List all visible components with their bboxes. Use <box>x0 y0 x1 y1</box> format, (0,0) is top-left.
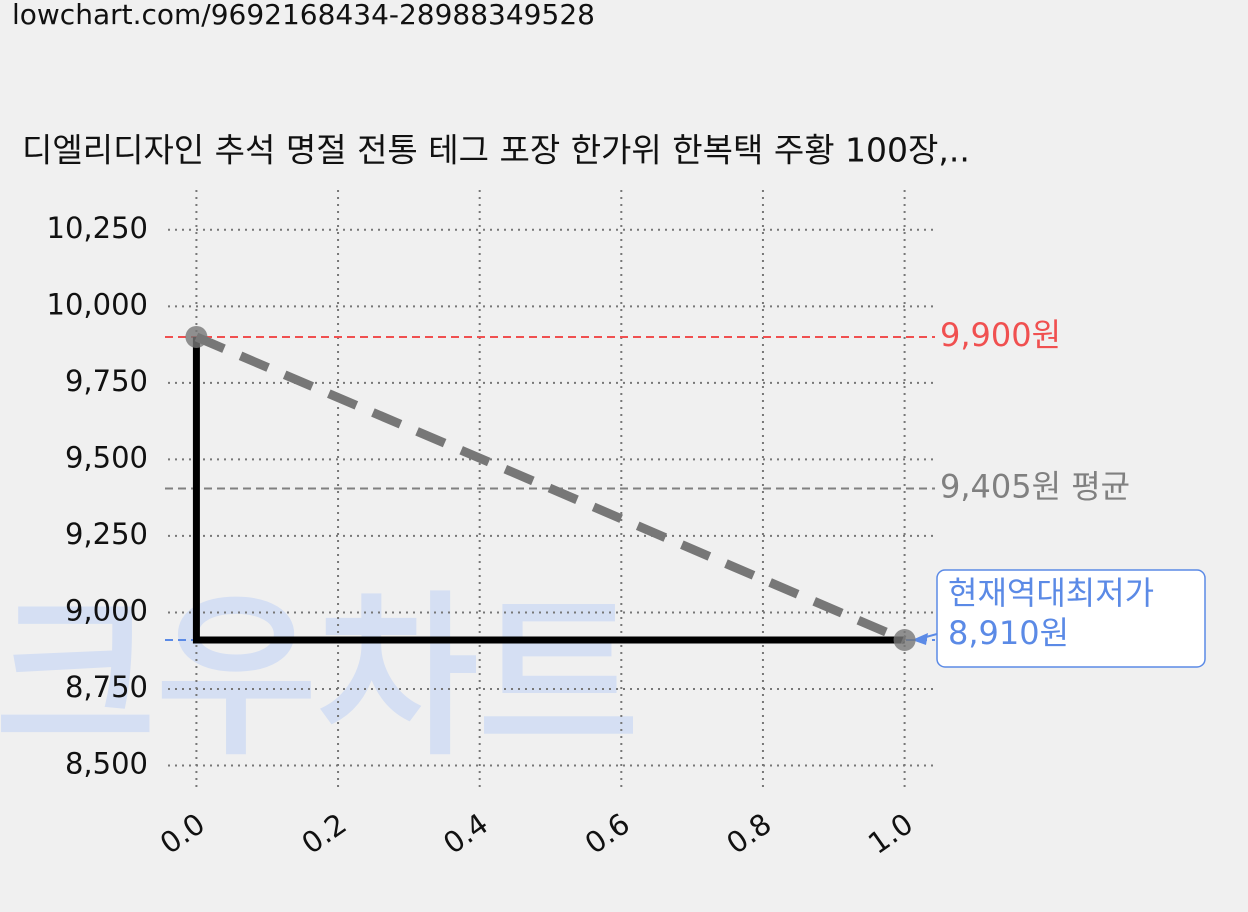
y-tick-label: 9,750 <box>65 364 148 398</box>
url: lowchart.com/9692168434-28988349528 <box>12 0 595 31</box>
y-tick-label: 10,000 <box>47 287 148 321</box>
series-line <box>192 336 905 644</box>
chart-title: 디엘리디자인 추석 명절 전통 테그 포장 한가위 한복택 주황 100장,.. <box>22 131 970 170</box>
series-line <box>194 332 907 645</box>
watermark: 크우차트 <box>0 577 639 780</box>
point-marker <box>185 325 208 348</box>
x-tick-label: 0.6 <box>579 806 636 860</box>
annotation-arrowhead <box>912 633 928 645</box>
annotation-title: 현재역대최저가 <box>948 574 1154 612</box>
x-tick-label: 0.2 <box>295 806 352 860</box>
y-tick-label: 9,250 <box>65 517 148 551</box>
reference-label: 9,900원 <box>940 316 1061 354</box>
x-tick-label: 0.8 <box>720 806 777 860</box>
annotation-value: 8,910원 <box>948 614 1069 652</box>
y-tick-label: 8,500 <box>65 747 148 781</box>
x-tick-label: 0.0 <box>154 806 211 860</box>
annotation-box <box>936 569 1206 668</box>
y-tick-label: 10,250 <box>47 211 148 245</box>
y-tick-label: 8,750 <box>65 670 148 704</box>
y-tick-label: 9,500 <box>65 440 148 474</box>
x-tick-label: 0.4 <box>437 806 494 860</box>
x-tick-label: 1.0 <box>862 806 919 860</box>
y-tick-label: 9,000 <box>65 593 148 627</box>
point-marker <box>893 629 916 651</box>
reference-label: 9,405원 평균 <box>940 467 1130 505</box>
